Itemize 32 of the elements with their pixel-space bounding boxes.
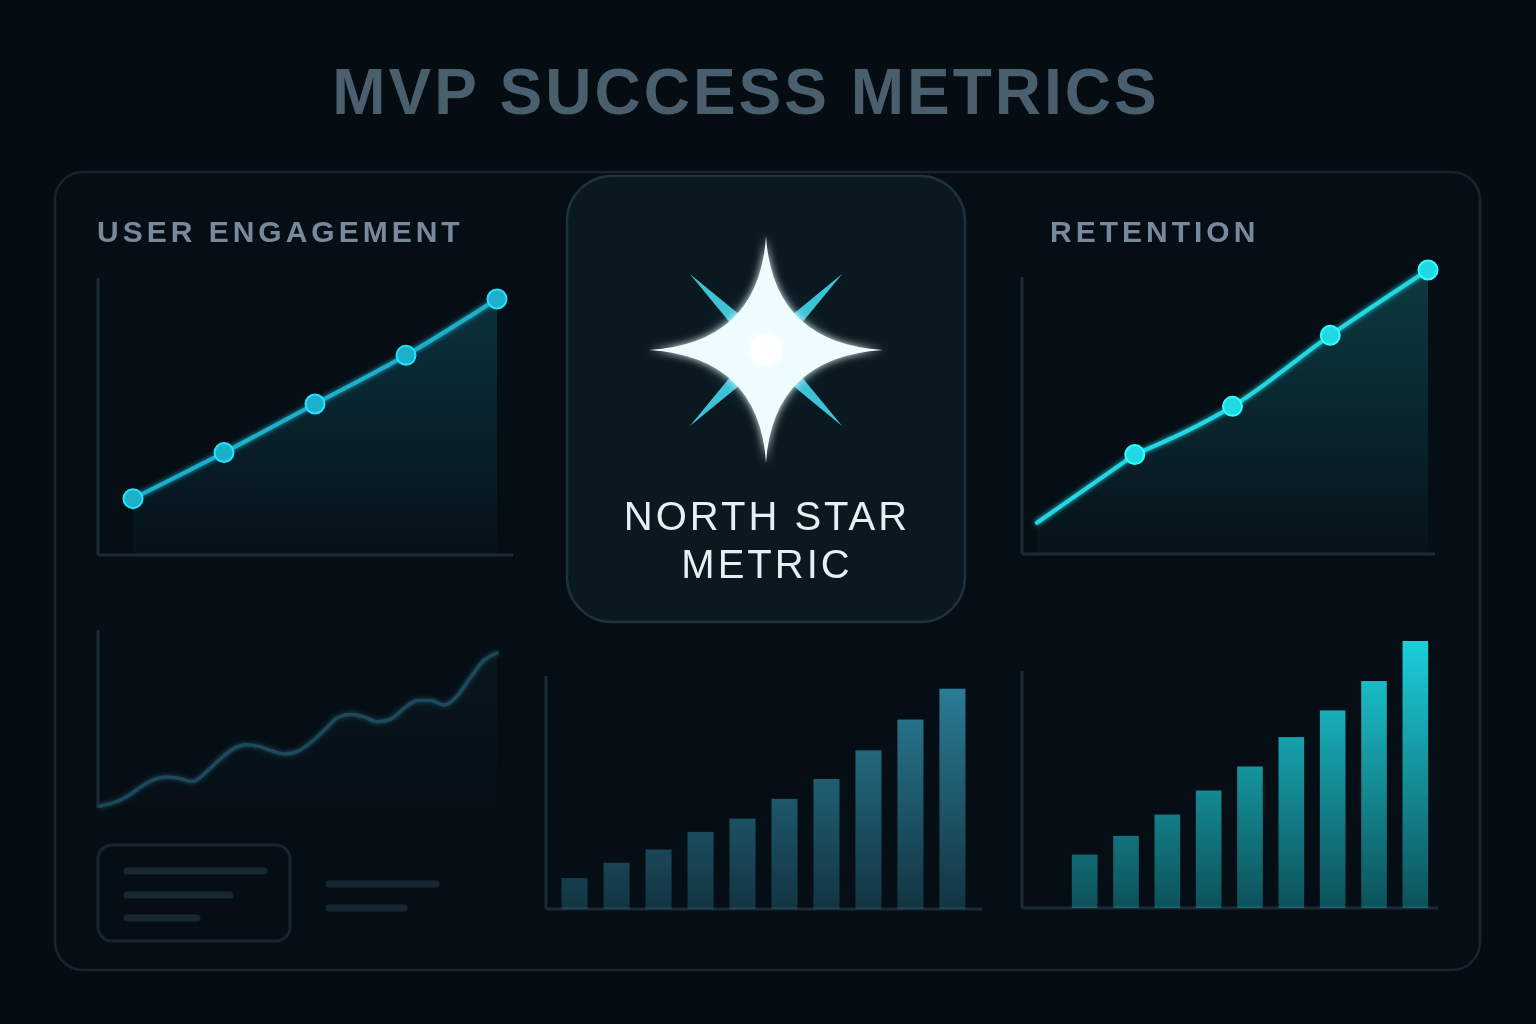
bar (1319, 710, 1346, 908)
bar (897, 719, 924, 909)
text: NORTH STAR METRIC (623, 494, 911, 586)
text: MVP SUCCESS METRICS (332, 56, 1160, 128)
bar (855, 750, 882, 909)
bar (813, 779, 840, 909)
point (486, 288, 508, 310)
bar (771, 798, 798, 909)
bar (603, 862, 630, 909)
bar (1195, 790, 1222, 908)
bar (1071, 854, 1098, 908)
point (395, 344, 417, 366)
point (122, 488, 144, 510)
point (1417, 259, 1439, 281)
bar (561, 878, 588, 909)
bar (729, 818, 756, 909)
bar (1278, 737, 1305, 908)
bar (1237, 766, 1263, 908)
chart-title: USER ENGAGEMENT (97, 215, 464, 248)
point (1319, 324, 1341, 346)
bar (1113, 835, 1139, 908)
bar (939, 688, 966, 909)
bar (645, 849, 672, 909)
bar (687, 831, 714, 909)
chart-title: RETENTION (1050, 215, 1260, 248)
point (1124, 444, 1146, 466)
bar (1402, 641, 1429, 908)
bar (1361, 681, 1387, 908)
bar (1154, 814, 1181, 908)
point (1222, 395, 1243, 417)
point (304, 393, 326, 415)
point (213, 442, 235, 464)
